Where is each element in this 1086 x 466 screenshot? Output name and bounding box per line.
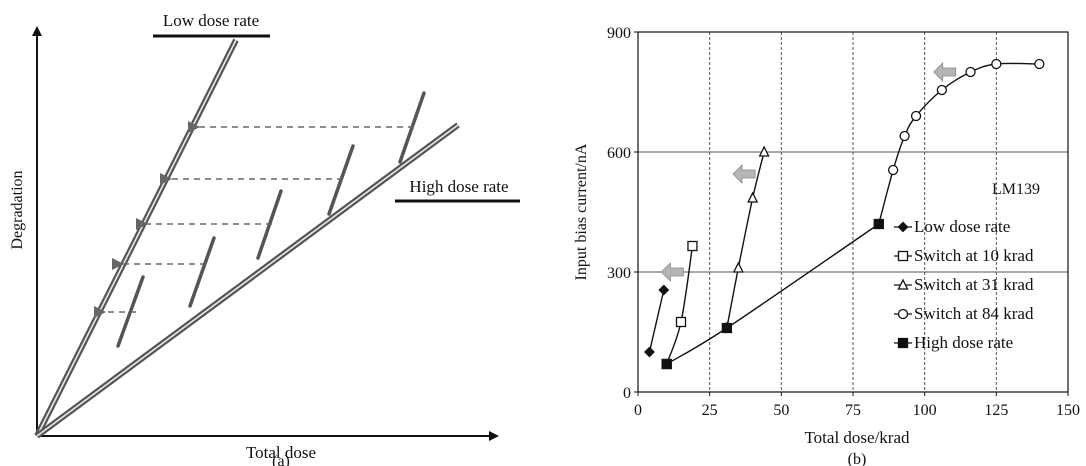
legend-item: Switch at 31 krad	[894, 275, 1034, 294]
degradation-step	[188, 236, 216, 308]
series-line	[878, 62, 1040, 225]
legend-marker	[897, 250, 909, 262]
data-point	[732, 261, 744, 273]
high-dose-rate-line	[35, 122, 460, 439]
y-tick-label: 900	[607, 25, 631, 42]
series-line	[666, 223, 880, 365]
data-point	[675, 316, 687, 328]
panel-b-switch-arrows	[660, 62, 957, 282]
degradation-steps	[116, 91, 426, 348]
switch-arrow-marker	[732, 164, 756, 184]
x-tick-label: 100	[913, 402, 937, 419]
legend-label: Switch at 31 krad	[914, 275, 1034, 294]
data-point	[899, 130, 910, 142]
panel-a-ylabel: Degradation	[9, 170, 26, 249]
legend-label: Switch at 84 krad	[914, 304, 1034, 323]
x-tick-label: 150	[1056, 402, 1080, 419]
panel-b-grid	[638, 32, 1068, 392]
panel-b-ylabel: Input bias current/nA	[573, 143, 590, 280]
x-tick-label: 0	[634, 402, 642, 419]
high-dose-rate-label: High dose rate	[409, 177, 508, 196]
legend-label: High dose rate	[914, 333, 1013, 352]
series-low-dose-rate	[644, 284, 670, 358]
data-point	[910, 110, 922, 122]
low-dose-rate-line	[34, 38, 239, 438]
panel-b-ticks: 0 25 50 75 100 125 150 0 300 600 900	[607, 25, 1080, 419]
legend-marker	[897, 221, 909, 233]
legend-marker	[897, 308, 909, 320]
panel-b-series	[644, 58, 1045, 370]
switch-arrow-marker	[933, 62, 957, 82]
data-point	[644, 346, 655, 358]
x-tick-label: 125	[984, 402, 1008, 419]
data-point	[658, 284, 670, 296]
series-line	[726, 151, 765, 329]
legend-item: Low dose rate	[894, 217, 1010, 236]
degradation-step	[327, 144, 355, 216]
data-point	[887, 164, 899, 176]
data-point	[965, 66, 976, 78]
panel-a-xlabel: Total dose	[246, 443, 316, 462]
panel-a-schematic: Low dose rate High dose rate Degradation…	[9, 11, 520, 466]
data-point	[661, 358, 672, 370]
legend-marker	[897, 337, 909, 349]
legend-label: Low dose rate	[914, 217, 1010, 236]
legend-item: Switch at 84 krad	[894, 304, 1034, 323]
panel-b-label: (b)	[848, 451, 867, 466]
switch-arrow-marker	[660, 262, 684, 282]
dashed-arrows	[94, 121, 414, 318]
y-tick-label: 300	[607, 265, 631, 282]
y-tick-label: 600	[607, 145, 631, 162]
data-point	[687, 240, 698, 252]
legend-item: High dose rate	[894, 333, 1013, 352]
series-switch-at-84-krad	[873, 58, 1045, 230]
panel-b-chart: 0 25 50 75 100 125 150 0 300 600 900 LM139 Low dos…	[573, 25, 1080, 466]
series-line	[648, 289, 665, 353]
data-point	[758, 145, 770, 157]
x-tick-label: 50	[773, 402, 789, 419]
x-tick-label: 75	[845, 402, 861, 419]
legend-item: Switch at 10 krad	[894, 246, 1034, 265]
x-tick-label: 25	[702, 402, 718, 419]
panel-a-label: (a)	[272, 453, 290, 466]
y-tick-label: 0	[623, 385, 631, 402]
data-point	[873, 218, 884, 230]
panel-b-xlabel: Total dose/krad	[804, 428, 910, 447]
data-point	[991, 58, 1002, 70]
low-dose-rate-label: Low dose rate	[163, 11, 259, 30]
data-point	[747, 191, 759, 203]
legend-label: Switch at 10 krad	[914, 246, 1034, 265]
series-high-dose-rate	[661, 218, 884, 370]
data-point	[1034, 58, 1045, 70]
data-point	[936, 84, 948, 96]
panel-b-legend: Low dose rate Switch at 10 krad Switch at …	[894, 217, 1034, 352]
legend-marker	[897, 278, 909, 290]
lm139-annotation: LM139	[992, 181, 1040, 198]
data-point	[721, 322, 733, 334]
